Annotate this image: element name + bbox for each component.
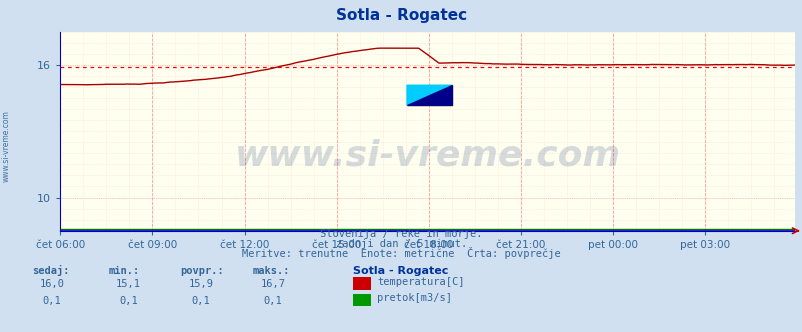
Text: maks.:: maks.:: [253, 266, 290, 276]
Text: min.:: min.:: [108, 266, 140, 276]
Text: pretok[m3/s]: pretok[m3/s]: [377, 293, 452, 303]
Text: Sotla - Rogatec: Sotla - Rogatec: [335, 8, 467, 23]
Text: 0,1: 0,1: [43, 296, 62, 306]
Text: temperatura[C]: temperatura[C]: [377, 277, 464, 287]
Text: sedaj:: sedaj:: [32, 265, 70, 276]
Text: 15,1: 15,1: [115, 279, 141, 289]
Polygon shape: [407, 85, 452, 105]
Text: Sotla - Rogatec: Sotla - Rogatec: [353, 266, 448, 276]
Text: 0,1: 0,1: [191, 296, 210, 306]
Polygon shape: [407, 85, 452, 105]
Text: povpr.:: povpr.:: [180, 266, 224, 276]
Text: www.si-vreme.com: www.si-vreme.com: [234, 138, 620, 172]
Text: Meritve: trenutne  Enote: metrične  Črta: povprečje: Meritve: trenutne Enote: metrične Črta: …: [242, 247, 560, 259]
Text: 16,0: 16,0: [39, 279, 65, 289]
Text: zadnji dan / 5 minut.: zadnji dan / 5 minut.: [335, 239, 467, 249]
Text: 16,7: 16,7: [260, 279, 286, 289]
Text: 0,1: 0,1: [119, 296, 138, 306]
Text: 0,1: 0,1: [263, 296, 282, 306]
Polygon shape: [407, 85, 452, 105]
Text: Slovenija / reke in morje.: Slovenija / reke in morje.: [320, 229, 482, 239]
Text: 15,9: 15,9: [188, 279, 213, 289]
Text: www.si-vreme.com: www.si-vreme.com: [2, 110, 11, 182]
